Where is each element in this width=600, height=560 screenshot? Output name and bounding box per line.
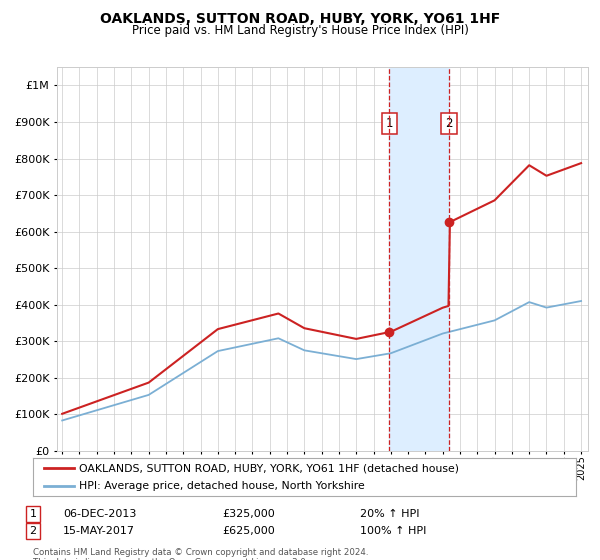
Text: OAKLANDS, SUTTON ROAD, HUBY, YORK, YO61 1HF: OAKLANDS, SUTTON ROAD, HUBY, YORK, YO61 … — [100, 12, 500, 26]
Text: 06-DEC-2013: 06-DEC-2013 — [63, 509, 136, 519]
Text: OAKLANDS, SUTTON ROAD, HUBY, YORK, YO61 1HF (detached house): OAKLANDS, SUTTON ROAD, HUBY, YORK, YO61 … — [79, 463, 459, 473]
Text: Contains HM Land Registry data © Crown copyright and database right 2024.
This d: Contains HM Land Registry data © Crown c… — [33, 548, 368, 560]
Text: 1: 1 — [386, 118, 393, 130]
Text: £625,000: £625,000 — [222, 526, 275, 536]
Text: 20% ↑ HPI: 20% ↑ HPI — [360, 509, 419, 519]
Text: 15-MAY-2017: 15-MAY-2017 — [63, 526, 135, 536]
Bar — [389, 67, 449, 451]
Text: HPI: Average price, detached house, North Yorkshire: HPI: Average price, detached house, Nort… — [79, 480, 365, 491]
Text: 2: 2 — [29, 526, 37, 536]
Text: 100% ↑ HPI: 100% ↑ HPI — [360, 526, 427, 536]
Text: Price paid vs. HM Land Registry's House Price Index (HPI): Price paid vs. HM Land Registry's House … — [131, 24, 469, 36]
Text: 2: 2 — [445, 118, 453, 130]
Text: £325,000: £325,000 — [222, 509, 275, 519]
Text: 1: 1 — [29, 509, 37, 519]
